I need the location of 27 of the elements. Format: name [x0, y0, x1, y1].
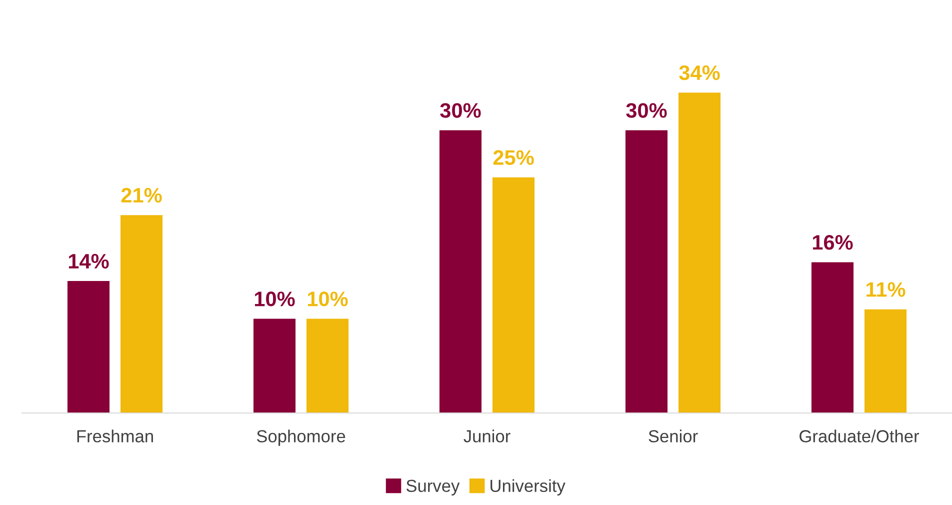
- bar: [306, 318, 349, 413]
- data-label: 11%: [866, 282, 906, 297]
- data-label: 21%: [121, 188, 162, 203]
- x-tick-label: Graduate/Other: [800, 430, 920, 442]
- data-label: 10%: [254, 292, 295, 306]
- data-label: 10%: [308, 292, 348, 306]
- legend-label: University: [490, 479, 566, 496]
- data-label: 16%: [812, 235, 853, 250]
- data-label: 30%: [440, 103, 481, 118]
- bar: [439, 130, 482, 413]
- x-tick-label: Sophomore: [256, 430, 346, 446]
- x-tick-label: Senior: [648, 430, 698, 442]
- legend-label: Survey: [406, 480, 460, 496]
- bar: [864, 309, 907, 413]
- data-label: 30%: [626, 103, 667, 118]
- x-tick-label: Junior: [464, 430, 510, 442]
- data-label: 14%: [68, 254, 109, 269]
- bar: [253, 318, 296, 413]
- bar: [811, 262, 854, 413]
- bar: [120, 215, 163, 413]
- bar: [492, 177, 535, 413]
- bar: [67, 281, 110, 413]
- x-tick-label: Freshman: [77, 430, 153, 442]
- bar: [625, 130, 668, 413]
- data-label: 25%: [493, 150, 534, 165]
- data-label: 34%: [679, 65, 720, 80]
- bar: [678, 92, 721, 413]
